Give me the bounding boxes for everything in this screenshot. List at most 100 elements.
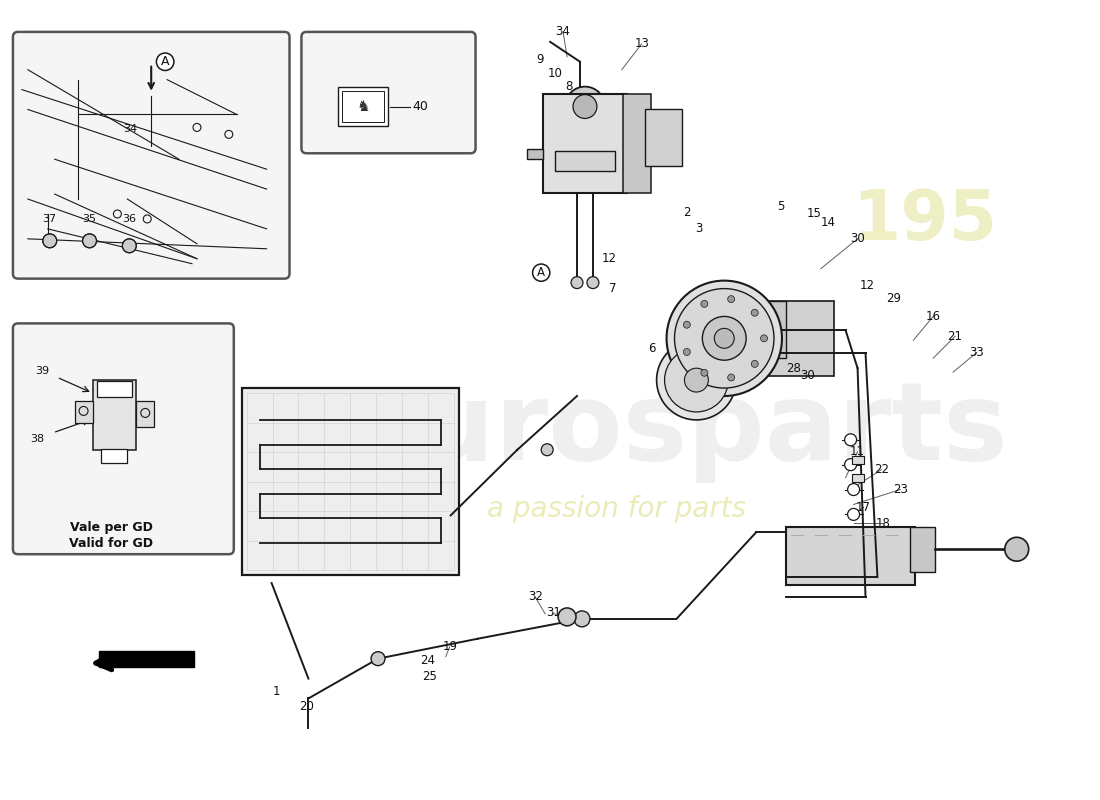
Text: 40: 40 xyxy=(411,100,428,113)
Text: 20: 20 xyxy=(299,700,314,713)
Circle shape xyxy=(714,328,734,348)
Text: 27: 27 xyxy=(695,374,710,386)
Circle shape xyxy=(751,361,758,367)
Text: 9: 9 xyxy=(537,54,544,66)
Circle shape xyxy=(845,458,857,470)
Text: 3: 3 xyxy=(695,222,702,235)
Circle shape xyxy=(82,234,97,248)
Bar xyxy=(645,109,682,166)
Text: 23: 23 xyxy=(893,483,907,496)
Text: 38: 38 xyxy=(31,434,45,444)
Circle shape xyxy=(573,94,597,118)
Text: 17: 17 xyxy=(856,501,871,514)
Bar xyxy=(342,90,384,122)
Bar xyxy=(766,301,785,358)
Text: 15: 15 xyxy=(806,207,822,221)
Circle shape xyxy=(683,349,691,355)
Circle shape xyxy=(43,234,57,248)
FancyBboxPatch shape xyxy=(13,323,234,554)
Text: a passion for parts: a passion for parts xyxy=(487,495,747,523)
Text: 2: 2 xyxy=(683,206,690,219)
Text: 11: 11 xyxy=(850,446,865,458)
Polygon shape xyxy=(99,650,194,666)
Text: 10: 10 xyxy=(548,67,562,80)
Text: 4: 4 xyxy=(716,383,724,397)
Circle shape xyxy=(558,608,576,626)
Text: Valid for GD: Valid for GD xyxy=(69,537,153,550)
Text: 26: 26 xyxy=(679,369,694,382)
Circle shape xyxy=(701,300,707,307)
Bar xyxy=(75,401,92,423)
Text: A: A xyxy=(161,55,169,68)
Text: 34: 34 xyxy=(123,125,138,134)
Circle shape xyxy=(848,509,859,520)
Bar xyxy=(851,456,864,464)
Bar xyxy=(556,151,615,171)
Text: 6: 6 xyxy=(648,342,656,354)
Circle shape xyxy=(728,296,735,302)
Text: 16: 16 xyxy=(926,310,940,323)
Text: 195: 195 xyxy=(852,187,998,254)
Bar xyxy=(851,474,864,482)
Text: 12: 12 xyxy=(602,252,616,266)
Bar xyxy=(97,381,132,397)
Circle shape xyxy=(371,652,385,666)
Text: 21: 21 xyxy=(947,330,962,343)
Bar xyxy=(242,388,459,575)
Text: eurosparts: eurosparts xyxy=(344,377,1009,483)
Text: 5: 5 xyxy=(778,199,784,213)
Bar xyxy=(338,86,388,126)
Text: 1: 1 xyxy=(273,685,280,698)
Text: 22: 22 xyxy=(873,463,889,476)
Circle shape xyxy=(1004,538,1028,561)
Text: 28: 28 xyxy=(786,362,801,374)
Text: 32: 32 xyxy=(528,590,542,603)
Circle shape xyxy=(571,277,583,289)
Circle shape xyxy=(760,335,768,342)
FancyBboxPatch shape xyxy=(301,32,475,154)
Text: 18: 18 xyxy=(876,517,891,530)
Text: 7: 7 xyxy=(609,282,617,295)
Bar xyxy=(785,527,915,585)
Circle shape xyxy=(565,86,605,126)
Text: 34: 34 xyxy=(556,26,571,38)
Text: 29: 29 xyxy=(886,292,901,305)
Text: 24: 24 xyxy=(420,654,436,667)
Text: 30: 30 xyxy=(850,232,865,246)
Text: A: A xyxy=(537,266,546,279)
Circle shape xyxy=(574,611,590,627)
Circle shape xyxy=(587,277,598,289)
Text: 19: 19 xyxy=(442,640,458,654)
Text: 31: 31 xyxy=(546,606,561,619)
Text: 12: 12 xyxy=(860,279,875,292)
Text: 39: 39 xyxy=(35,366,50,376)
Circle shape xyxy=(674,289,774,388)
Text: 35: 35 xyxy=(82,214,97,224)
Circle shape xyxy=(845,434,857,446)
Text: 30: 30 xyxy=(801,369,815,382)
Circle shape xyxy=(684,368,708,392)
Circle shape xyxy=(657,340,736,420)
Bar xyxy=(623,94,650,193)
Text: 14: 14 xyxy=(821,217,835,230)
Text: 37: 37 xyxy=(43,214,57,224)
Circle shape xyxy=(701,370,707,376)
Text: Vale per GD: Vale per GD xyxy=(70,521,153,534)
Circle shape xyxy=(683,322,691,328)
Circle shape xyxy=(664,348,728,412)
Bar xyxy=(543,94,627,193)
Text: 25: 25 xyxy=(422,670,437,683)
Circle shape xyxy=(728,374,735,381)
Text: 36: 36 xyxy=(122,214,136,224)
Bar xyxy=(527,150,543,159)
Circle shape xyxy=(848,483,859,495)
Bar xyxy=(92,380,136,450)
Text: ♞: ♞ xyxy=(356,99,370,114)
Circle shape xyxy=(751,310,758,316)
Circle shape xyxy=(667,281,782,396)
Circle shape xyxy=(122,239,136,253)
FancyBboxPatch shape xyxy=(13,32,289,278)
Circle shape xyxy=(541,444,553,456)
Circle shape xyxy=(703,317,746,360)
Bar xyxy=(911,527,935,572)
